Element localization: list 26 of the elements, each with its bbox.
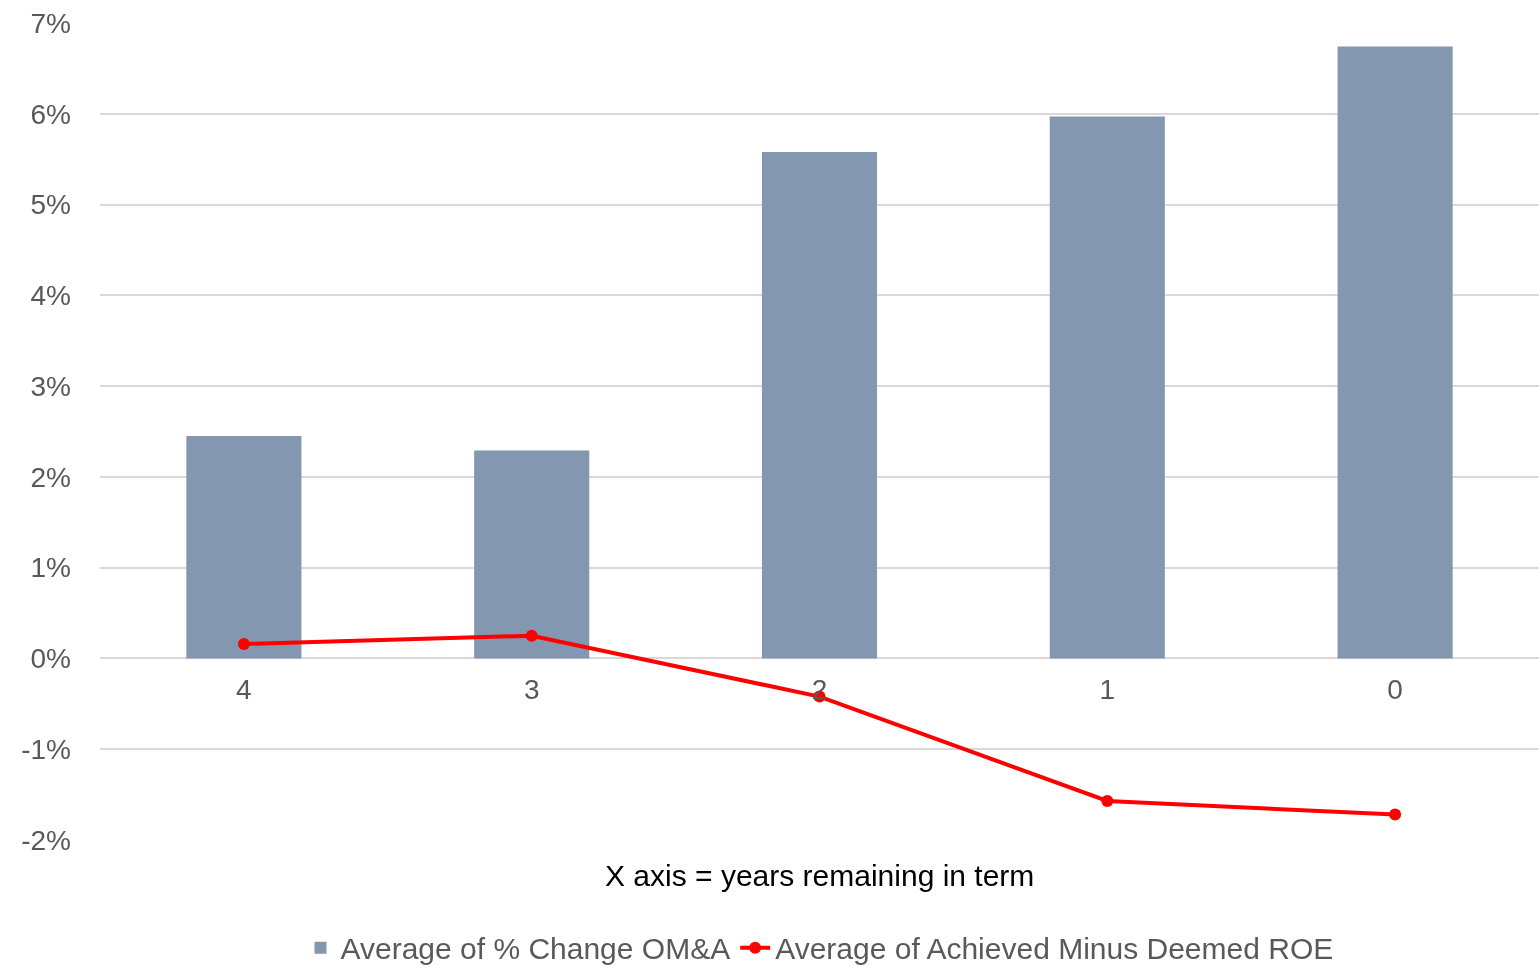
point bbox=[237, 637, 250, 650]
x-tick-label: 3 bbox=[523, 674, 540, 706]
bar bbox=[761, 151, 878, 659]
y-tick-label: 2% bbox=[30, 461, 71, 493]
x-axis-title: X axis = years remaining in term bbox=[605, 859, 1035, 892]
y-tick-label: 4% bbox=[30, 280, 71, 312]
legend-label: Average of % Change OM&A bbox=[340, 932, 731, 966]
y-tick-label: -1% bbox=[21, 734, 71, 766]
x-tick-label: 0 bbox=[1387, 674, 1403, 706]
y-tick-label: 1% bbox=[30, 552, 71, 584]
bar bbox=[474, 450, 590, 659]
legend-label: Average of Achieved Minus Deemed ROE bbox=[775, 932, 1334, 966]
y-tick-label: 3% bbox=[30, 370, 71, 402]
x-tick-label: 1 bbox=[1099, 674, 1116, 706]
bar bbox=[1337, 46, 1453, 659]
bar bbox=[186, 436, 302, 659]
point bbox=[1101, 794, 1114, 807]
y-tick-label: 7% bbox=[30, 7, 71, 39]
y-tick-label: 0% bbox=[30, 643, 71, 675]
point bbox=[1389, 808, 1402, 821]
bar bbox=[1049, 116, 1165, 659]
y-tick-label: 6% bbox=[30, 98, 71, 130]
point bbox=[525, 629, 538, 642]
y-tick-label: 5% bbox=[30, 189, 71, 221]
y-tick-label: -2% bbox=[21, 824, 71, 856]
x-tick-label: 4 bbox=[236, 674, 252, 706]
